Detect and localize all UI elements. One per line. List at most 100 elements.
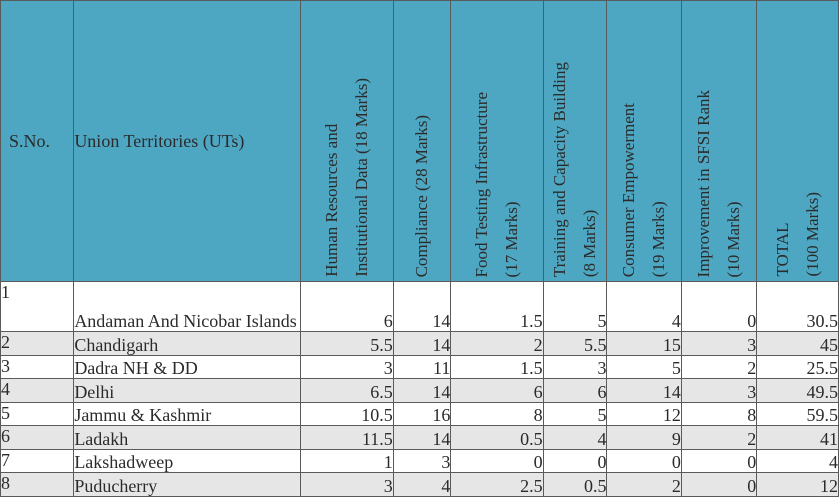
- cell-training: 5.5: [542, 331, 608, 356]
- cell-consumer: 14: [606, 378, 682, 403]
- cell-ut-name: Lakshadweep: [73, 448, 301, 473]
- header-compliance-label: Compliance (28 Marks): [412, 114, 432, 277]
- cell-hr: 3: [299, 354, 394, 379]
- header-training-label: Training and Capacity Building (8 Marks): [550, 61, 599, 277]
- cell-sno: 3: [0, 354, 75, 379]
- cell-food: 1.5: [450, 281, 544, 332]
- table-row: 8 Puducherry 3 4 2.5 0.5 2 0 12: [0, 472, 839, 497]
- cell-food: 0: [450, 448, 544, 473]
- cell-improvement: 2: [680, 354, 758, 379]
- cell-compliance: 4: [392, 472, 452, 497]
- cell-improvement: 8: [680, 401, 758, 426]
- cell-compliance: 14: [392, 378, 452, 403]
- cell-consumer: 12: [606, 401, 682, 426]
- header-training: Training and Capacity Building (8 Marks): [542, 0, 608, 282]
- table-body: 1 Andaman And Nicobar Islands 6 14 1.5 5…: [0, 281, 839, 497]
- cell-total: 49.5: [756, 378, 839, 403]
- cell-consumer: 15: [606, 331, 682, 356]
- cell-total: 59.5: [756, 401, 839, 426]
- cell-sno: 7: [0, 448, 75, 473]
- cell-hr: 5.5: [299, 331, 394, 356]
- cell-hr: 6: [299, 281, 394, 332]
- cell-compliance: 16: [392, 401, 452, 426]
- cell-consumer: 9: [606, 425, 682, 450]
- cell-ut-name: Puducherry: [73, 472, 301, 497]
- cell-consumer: 2: [606, 472, 682, 497]
- header-total-label: TOTAL (100 Marks): [772, 192, 822, 277]
- cell-total: 25.5: [756, 354, 839, 379]
- cell-improvement: 0: [680, 448, 758, 473]
- table-row: 6 Ladakh 11.5 14 0.5 4 9 2 41: [0, 425, 839, 450]
- cell-hr: 10.5: [299, 401, 394, 426]
- cell-improvement: 0: [680, 281, 758, 332]
- header-food-testing-label: Food Testing Infrastructure (17 Marks): [471, 91, 521, 277]
- cell-training: 4: [542, 425, 608, 450]
- cell-training: 0.5: [542, 472, 608, 497]
- header-sno: S.No.: [0, 0, 75, 282]
- header-improvement-sfsi-label: Improvement in SFSI Rank (10 Marks): [694, 89, 744, 277]
- cell-sno: 5: [0, 401, 75, 426]
- cell-training: 5: [542, 401, 608, 426]
- cell-hr: 3: [299, 472, 394, 497]
- cell-total: 12: [756, 472, 839, 497]
- table-row: 7 Lakshadweep 1 3 0 0 0 0 4: [0, 448, 839, 473]
- cell-training: 6: [542, 378, 608, 403]
- cell-ut-name: Jammu & Kashmir: [73, 401, 301, 426]
- cell-sno: 4: [0, 378, 75, 403]
- cell-improvement: 3: [680, 331, 758, 356]
- header-consumer-empowerment: Consumer Empowerment (19 Marks): [606, 0, 682, 282]
- cell-ut-name: Andaman And Nicobar Islands: [73, 281, 301, 332]
- cell-food: 6: [450, 378, 544, 403]
- cell-compliance: 14: [392, 425, 452, 450]
- cell-compliance: 3: [392, 448, 452, 473]
- cell-improvement: 0: [680, 472, 758, 497]
- cell-ut-name: Delhi: [73, 378, 301, 403]
- cell-ut-name: Chandigarh: [73, 331, 301, 356]
- header-consumer-empowerment-label: Consumer Empowerment (19 Marks): [619, 102, 669, 277]
- header-human-resources-label: Human Resources and Institutional Data (…: [321, 78, 371, 277]
- cell-ut-name: Ladakh: [73, 425, 301, 450]
- table-row: 3 Dadra NH & DD 3 11 1.5 3 5 2 25.5: [0, 354, 839, 379]
- cell-hr: 11.5: [299, 425, 394, 450]
- table-row: 5 Jammu & Kashmir 10.5 16 8 5 12 8 59.5: [0, 401, 839, 426]
- table-header: S.No. Union Territories (UTs) Human Reso…: [0, 0, 839, 282]
- cell-sno: 6: [0, 425, 75, 450]
- header-food-testing: Food Testing Infrastructure (17 Marks): [450, 0, 544, 282]
- header-total: TOTAL (100 Marks): [756, 0, 839, 282]
- cell-total: 45: [756, 331, 839, 356]
- cell-total: 30.5: [756, 281, 839, 332]
- table-row: 4 Delhi 6.5 14 6 6 14 3 49.5: [0, 378, 839, 403]
- header-row: S.No. Union Territories (UTs) Human Reso…: [0, 0, 839, 282]
- cell-compliance: 14: [392, 331, 452, 356]
- cell-sno: 8: [0, 472, 75, 497]
- cell-food: 2.5: [450, 472, 544, 497]
- header-compliance: Compliance (28 Marks): [392, 0, 452, 282]
- cell-consumer: 5: [606, 354, 682, 379]
- cell-total: 4: [756, 448, 839, 473]
- cell-food: 8: [450, 401, 544, 426]
- cell-sno: 2: [0, 331, 75, 356]
- cell-training: 3: [542, 354, 608, 379]
- header-human-resources: Human Resources and Institutional Data (…: [299, 0, 394, 282]
- cell-improvement: 3: [680, 378, 758, 403]
- cell-hr: 6.5: [299, 378, 394, 403]
- cell-total: 41: [756, 425, 839, 450]
- cell-compliance: 11: [392, 354, 452, 379]
- cell-food: 1.5: [450, 354, 544, 379]
- cell-compliance: 14: [392, 281, 452, 332]
- cell-consumer: 4: [606, 281, 682, 332]
- cell-consumer: 0: [606, 448, 682, 473]
- cell-food: 2: [450, 331, 544, 356]
- cell-ut-name: Dadra NH & DD: [73, 354, 301, 379]
- cell-training: 5: [542, 281, 608, 332]
- cell-food: 0.5: [450, 425, 544, 450]
- header-union-territories: Union Territories (UTs): [73, 0, 301, 282]
- cell-training: 0: [542, 448, 608, 473]
- cell-sno: 1: [0, 281, 75, 332]
- cell-hr: 1: [299, 448, 394, 473]
- table-row: 1 Andaman And Nicobar Islands 6 14 1.5 5…: [0, 281, 839, 332]
- table-row: 2 Chandigarh 5.5 14 2 5.5 15 3 45: [0, 331, 839, 356]
- cell-improvement: 2: [680, 425, 758, 450]
- header-improvement-sfsi: Improvement in SFSI Rank (10 Marks): [680, 0, 758, 282]
